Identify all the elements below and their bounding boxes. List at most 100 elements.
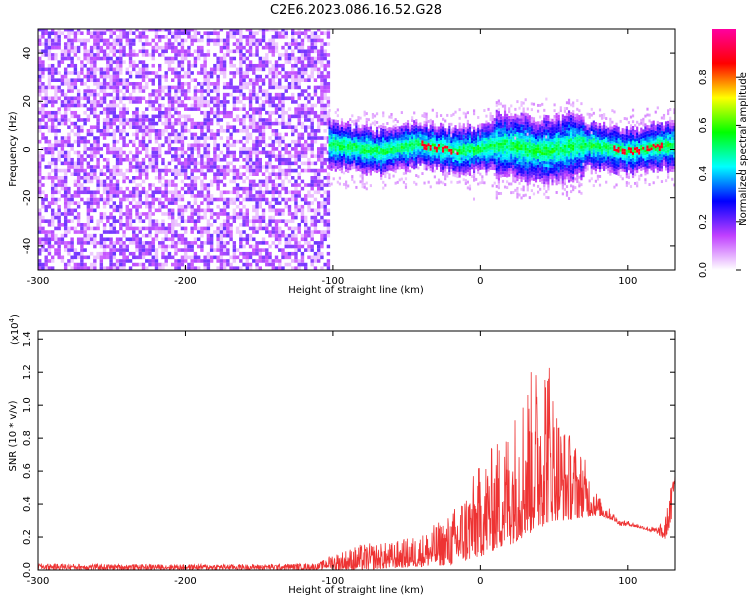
heatmap-cell [417,126,420,129]
heatmap-cell [213,147,217,151]
heatmap-cell [291,219,295,223]
heatmap-cell [102,96,107,101]
heatmap-cell [245,194,250,198]
heatmap-cell [294,150,298,155]
heatmap-cell [444,151,447,155]
heatmap-cell [132,114,136,119]
heatmap-cell [268,179,272,184]
heatmap-cell [216,204,220,209]
heatmap-cell [313,154,318,158]
heatmap-cell [252,226,256,231]
heatmap-cell [222,204,227,209]
heatmap-cell [125,186,129,191]
heatmap-cell [190,255,194,260]
heatmap-cell [99,244,104,249]
heatmap-cell [235,168,240,173]
heatmap-cell [196,161,201,166]
heatmap-cell [187,96,191,101]
heatmap-cell [310,244,314,249]
heatmap-cell [196,31,201,36]
heatmap-cell [258,150,262,155]
heatmap-cell [47,85,52,90]
heatmap-cell [300,219,305,223]
heatmap-cell [363,171,366,175]
heatmap-cell [320,92,324,97]
heatmap-cell [274,60,279,64]
heatmap-cell [73,262,78,267]
heatmap-cell [122,143,126,148]
heatmap-cell [255,53,259,57]
heatmap-cell [89,107,94,111]
heatmap-cell [190,226,194,231]
heatmap-cell [122,35,126,39]
heatmap-cell [448,128,451,132]
heatmap-cell [63,100,68,104]
heatmap-cell [284,223,288,227]
heatmap-cell [206,190,211,195]
heatmap-cell [271,110,275,115]
heatmap-cell [371,150,375,154]
heatmap-cells [38,29,675,270]
heatmap-cell [258,157,262,162]
heatmap-cell [200,183,204,187]
heatmap-cell [229,31,233,36]
heatmap-cell [232,255,237,260]
heatmap-cell [209,38,214,43]
heatmap-cell [446,154,449,158]
heatmap-cell [151,38,155,43]
heatmap-cell [206,230,211,234]
heatmap-cell [154,223,159,227]
heatmap-cell [41,204,45,209]
heatmap-cell [326,85,331,90]
heatmap-cell [320,161,324,166]
heatmap-cell [334,128,337,132]
heatmap-cell [287,237,292,242]
heatmap-cell [411,153,414,157]
heatmap-cell [271,204,275,209]
heatmap-cell [310,168,314,173]
heatmap-cell [386,153,389,157]
heatmap-cell [67,197,71,202]
heatmap-cell [60,89,65,93]
heatmap-cell [413,123,416,126]
heatmap-cell [209,157,214,162]
heatmap-cell [180,197,185,202]
heatmap-cell [63,248,68,252]
heatmap-cell [145,201,149,205]
heatmap-cell [226,262,230,267]
heatmap-cell [271,35,275,39]
heatmap-cell [235,49,240,54]
heatmap-cell [106,38,110,43]
heatmap-cell [190,103,194,108]
heatmap-cell [38,56,42,61]
heatmap-cell [294,204,298,209]
heatmap-cell [235,89,240,93]
heatmap-cell [248,255,253,260]
heatmap-cell [83,118,87,122]
heatmap-cell [435,161,439,165]
heatmap-cell [177,204,181,209]
heatmap-cell [320,74,324,79]
heatmap-cell [261,212,266,216]
heatmap-cell [209,132,214,137]
heatmap-cell [294,129,298,133]
heatmap-cell [226,165,230,169]
heatmap-cell [93,259,97,263]
heatmap-cell [115,35,120,39]
heatmap-cell [406,122,410,126]
heatmap-cell [268,82,272,86]
heatmap-cell [112,114,117,119]
heatmap-cell [328,160,331,164]
heatmap-cell [232,197,237,202]
heatmap-cell [423,135,426,139]
heatmap-cell [281,186,285,191]
heatmap-cell [284,96,288,101]
heatmap-cell [265,197,269,202]
heatmap-cell [284,186,288,191]
heatmap-cell [332,154,335,158]
heatmap-cell [365,152,368,156]
heatmap-cell [307,85,311,90]
heatmap-cell [76,143,81,148]
heatmap-cell [109,56,113,61]
heatmap-cell [132,219,136,223]
